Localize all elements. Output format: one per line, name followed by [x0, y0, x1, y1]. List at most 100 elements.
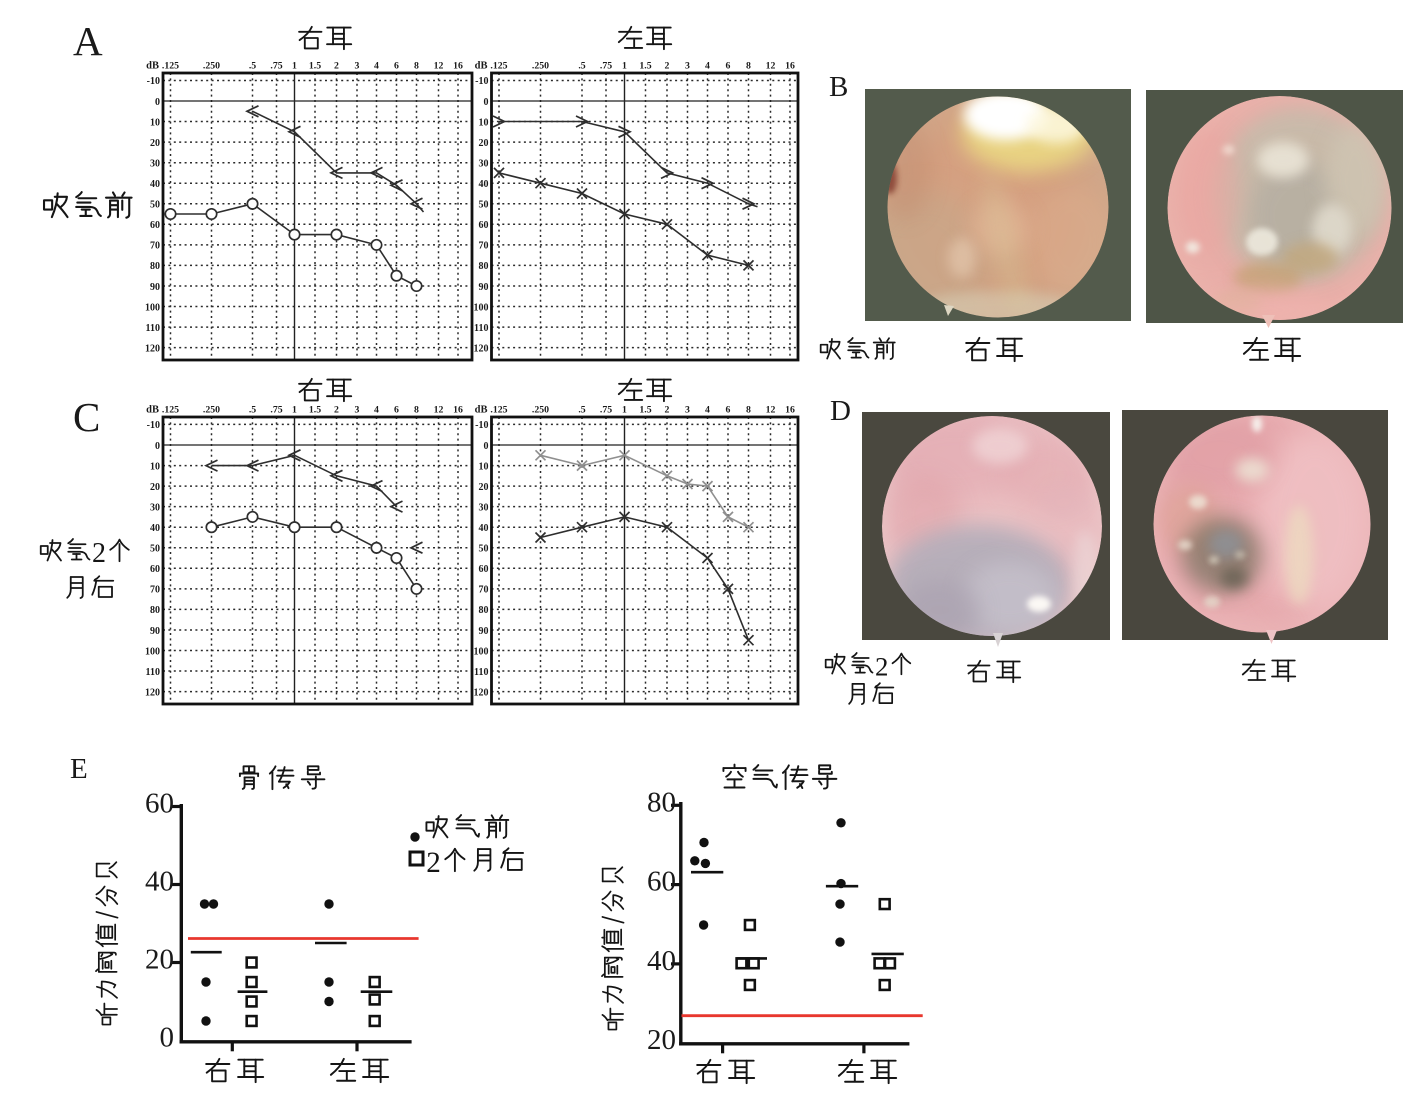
- svg-text:12: 12: [434, 61, 444, 72]
- svg-text:120: 120: [145, 687, 160, 698]
- svg-text:8: 8: [746, 61, 751, 72]
- svg-text:40: 40: [479, 179, 489, 190]
- svg-text:-10: -10: [475, 420, 488, 431]
- svg-text:6: 6: [726, 61, 731, 72]
- svg-text:50: 50: [479, 200, 489, 211]
- svg-text:40: 40: [479, 523, 489, 534]
- svg-text:1.5: 1.5: [639, 405, 651, 416]
- svg-text:20: 20: [647, 1024, 676, 1056]
- svg-text:2: 2: [334, 405, 339, 416]
- svg-text:0: 0: [484, 441, 489, 452]
- svg-text:2: 2: [426, 847, 441, 879]
- svg-text:1.5: 1.5: [309, 405, 321, 416]
- svg-text:.75: .75: [600, 61, 612, 72]
- svg-text:20: 20: [145, 944, 174, 976]
- svg-text:10: 10: [479, 117, 489, 128]
- svg-text:50: 50: [479, 544, 489, 555]
- svg-text:4: 4: [705, 61, 710, 72]
- svg-text:D: D: [830, 395, 851, 427]
- svg-text:60: 60: [150, 220, 160, 231]
- svg-text:80: 80: [647, 786, 676, 818]
- svg-text:10: 10: [150, 461, 160, 472]
- svg-text:90: 90: [479, 626, 489, 637]
- svg-text:.125: .125: [490, 405, 507, 416]
- svg-text:50: 50: [150, 544, 160, 555]
- svg-text:0: 0: [160, 1022, 175, 1054]
- svg-text:3: 3: [355, 61, 360, 72]
- svg-text:dB: dB: [475, 405, 488, 416]
- svg-text:40: 40: [145, 866, 174, 898]
- svg-text:110: 110: [474, 323, 488, 334]
- svg-text:50: 50: [150, 200, 160, 211]
- svg-text:2: 2: [665, 61, 670, 72]
- svg-text:120: 120: [474, 343, 489, 354]
- svg-text:80: 80: [150, 261, 160, 272]
- svg-text:.125: .125: [162, 405, 179, 416]
- svg-text:100: 100: [474, 646, 489, 657]
- svg-text:6: 6: [394, 61, 399, 72]
- svg-text:70: 70: [479, 585, 489, 596]
- svg-text:8: 8: [746, 405, 751, 416]
- svg-text:3: 3: [685, 405, 690, 416]
- svg-text:E: E: [70, 753, 88, 785]
- svg-text:12: 12: [434, 405, 444, 416]
- svg-text:10: 10: [150, 117, 160, 128]
- svg-text:.125: .125: [162, 61, 179, 72]
- svg-text:.75: .75: [270, 61, 282, 72]
- svg-text:2: 2: [92, 538, 106, 569]
- svg-text:dB: dB: [475, 61, 488, 72]
- svg-text:3: 3: [685, 61, 690, 72]
- svg-text:-10: -10: [147, 76, 160, 87]
- svg-text:16: 16: [785, 405, 795, 416]
- svg-text:30: 30: [150, 502, 160, 513]
- svg-text:70: 70: [150, 241, 160, 252]
- svg-text:1.5: 1.5: [639, 61, 651, 72]
- svg-text:100: 100: [145, 646, 160, 657]
- svg-text:80: 80: [150, 605, 160, 616]
- svg-text:2: 2: [334, 61, 339, 72]
- svg-text:3: 3: [355, 405, 360, 416]
- svg-text:.75: .75: [600, 405, 612, 416]
- svg-text:-10: -10: [147, 420, 160, 431]
- svg-text:B: B: [829, 71, 848, 103]
- svg-text:60: 60: [479, 220, 489, 231]
- svg-text:12: 12: [766, 405, 776, 416]
- svg-text:6: 6: [394, 405, 399, 416]
- svg-text:70: 70: [479, 241, 489, 252]
- svg-text:16: 16: [785, 61, 795, 72]
- svg-text:0: 0: [484, 97, 489, 108]
- svg-text:2: 2: [665, 405, 670, 416]
- svg-text:dB: dB: [146, 61, 159, 72]
- svg-text:100: 100: [145, 302, 160, 313]
- svg-text:C: C: [73, 394, 100, 440]
- svg-text:4: 4: [705, 405, 710, 416]
- svg-text:16: 16: [453, 61, 463, 72]
- svg-text:.250: .250: [203, 61, 220, 72]
- svg-text:1: 1: [292, 61, 297, 72]
- svg-text:dB: dB: [146, 405, 159, 416]
- svg-text:20: 20: [479, 482, 489, 493]
- svg-text:.75: .75: [270, 405, 282, 416]
- svg-text:60: 60: [479, 564, 489, 575]
- svg-text:.250: .250: [532, 405, 549, 416]
- svg-text:30: 30: [479, 159, 489, 170]
- svg-text:30: 30: [479, 502, 489, 513]
- svg-text:8: 8: [414, 405, 419, 416]
- svg-text:-10: -10: [475, 76, 488, 87]
- svg-text:8: 8: [414, 61, 419, 72]
- svg-text:110: 110: [474, 667, 488, 678]
- svg-text:90: 90: [150, 626, 160, 637]
- svg-text:12: 12: [766, 61, 776, 72]
- svg-text:80: 80: [479, 261, 489, 272]
- svg-text:.5: .5: [249, 405, 256, 416]
- svg-text:.250: .250: [203, 405, 220, 416]
- svg-text:30: 30: [150, 159, 160, 170]
- svg-text:1: 1: [622, 61, 627, 72]
- svg-text:90: 90: [150, 282, 160, 293]
- svg-text:110: 110: [146, 667, 160, 678]
- svg-text:120: 120: [474, 687, 489, 698]
- svg-text:70: 70: [150, 585, 160, 596]
- svg-text:1: 1: [292, 405, 297, 416]
- svg-text:40: 40: [647, 945, 676, 977]
- svg-text:2: 2: [875, 651, 888, 681]
